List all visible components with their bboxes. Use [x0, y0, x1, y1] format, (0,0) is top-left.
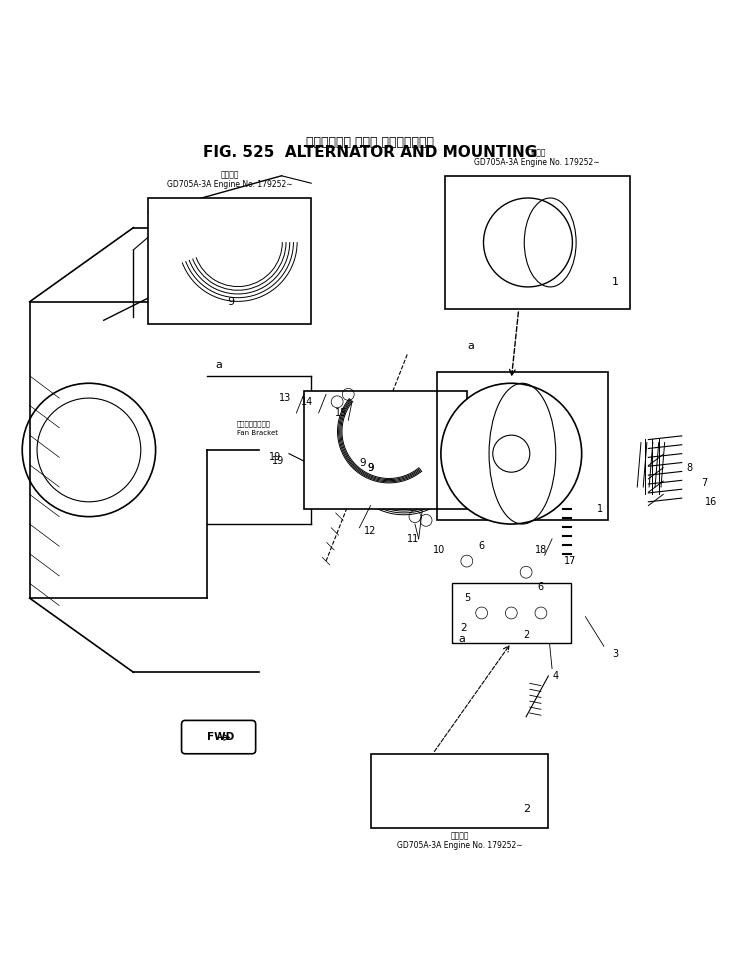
Text: FIG. 525  ALTERNATOR AND MOUNTING: FIG. 525 ALTERNATOR AND MOUNTING	[203, 144, 538, 160]
Bar	[304, 391, 467, 509]
Text: 適用号等: 適用号等	[451, 832, 468, 841]
Bar	[445, 175, 630, 309]
Text: a: a	[467, 341, 474, 352]
Text: 適用号等: 適用号等	[528, 148, 546, 157]
Text: 14: 14	[302, 396, 313, 407]
Text: 19: 19	[272, 456, 284, 467]
Text: ファンブラケット: ファンブラケット	[237, 421, 271, 428]
Text: a: a	[215, 359, 222, 370]
Bar	[148, 198, 311, 324]
Bar	[370, 754, 548, 828]
Text: 19: 19	[269, 452, 282, 463]
Text: 4: 4	[553, 671, 559, 681]
Text: 適用号等: 適用号等	[221, 170, 239, 179]
Text: 16: 16	[705, 497, 717, 506]
Text: 6: 6	[538, 582, 544, 592]
Text: 13: 13	[279, 393, 291, 403]
Bar	[437, 372, 608, 520]
Text: オルタネータ および マウンティング: オルタネータ および マウンティング	[307, 136, 434, 149]
Text: 7: 7	[701, 478, 707, 488]
Text: 2: 2	[460, 622, 466, 633]
Text: 2: 2	[523, 805, 531, 814]
Text: 3: 3	[612, 649, 618, 658]
Text: FWD: FWD	[207, 732, 235, 742]
Text: 11: 11	[408, 534, 419, 543]
Bar	[452, 583, 571, 643]
Circle shape	[493, 435, 530, 472]
FancyBboxPatch shape	[182, 721, 256, 754]
Text: 2: 2	[523, 630, 529, 640]
Text: Fan Bracket: Fan Bracket	[237, 430, 278, 436]
Text: 1: 1	[597, 505, 603, 514]
Text: 9: 9	[360, 458, 366, 468]
Text: 9: 9	[368, 464, 373, 473]
Text: GD705A-3A Engine No. 179252∼: GD705A-3A Engine No. 179252∼	[167, 180, 293, 189]
Text: 17: 17	[565, 556, 576, 566]
Text: 8: 8	[686, 464, 692, 473]
Text: 10: 10	[433, 545, 445, 555]
Text: 15: 15	[335, 408, 347, 418]
Ellipse shape	[441, 383, 582, 524]
Text: a: a	[458, 634, 465, 644]
Text: GD705A-3A Engine No. 179252∼: GD705A-3A Engine No. 179252∼	[474, 158, 600, 167]
Text: 5: 5	[464, 593, 470, 603]
Text: 12: 12	[365, 527, 376, 537]
Text: 6: 6	[479, 542, 485, 551]
Text: GD705A-3A Engine No. 179252∼: GD705A-3A Engine No. 179252∼	[396, 842, 522, 850]
Text: 18: 18	[535, 545, 547, 555]
Text: 9: 9	[368, 464, 373, 473]
Text: 9: 9	[227, 297, 234, 307]
Text: 1: 1	[611, 278, 619, 287]
